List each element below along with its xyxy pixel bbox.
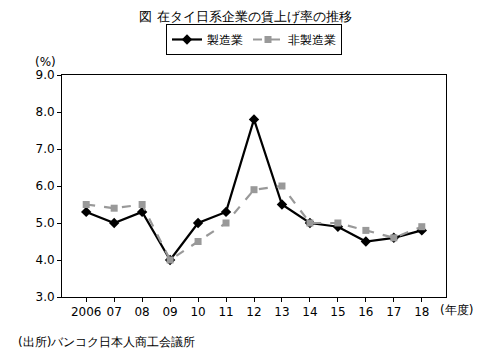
svg-text:17: 17 <box>386 305 401 319</box>
svg-text:13: 13 <box>274 305 289 319</box>
svg-text:08: 08 <box>134 305 149 319</box>
svg-text:図 在タイ日系企業の賃上げ率の推移: 図 在タイ日系企業の賃上げ率の推移 <box>139 9 351 24</box>
svg-text:4.0: 4.0 <box>36 253 55 267</box>
svg-text:非製造業: 非製造業 <box>288 33 336 47</box>
svg-text:3.0: 3.0 <box>36 290 55 304</box>
svg-text:12: 12 <box>246 305 261 319</box>
svg-text:10: 10 <box>190 305 205 319</box>
svg-text:18: 18 <box>414 305 429 319</box>
svg-text:製造業: 製造業 <box>207 33 243 47</box>
svg-text:(出所)バンコク日本人商工会議所: (出所)バンコク日本人商工会議所 <box>18 335 195 349</box>
svg-text:8.0: 8.0 <box>36 105 55 119</box>
svg-text:07: 07 <box>107 305 122 319</box>
svg-text:15: 15 <box>330 305 345 319</box>
svg-text:9.0: 9.0 <box>36 68 55 82</box>
svg-text:5.0: 5.0 <box>36 216 55 230</box>
svg-text:11: 11 <box>218 305 233 319</box>
svg-text:16: 16 <box>358 305 373 319</box>
svg-text:6.0: 6.0 <box>36 179 55 193</box>
svg-text:14: 14 <box>302 305 317 319</box>
svg-text:09: 09 <box>162 305 177 319</box>
svg-text:(%): (%) <box>35 55 56 69</box>
svg-text:7.0: 7.0 <box>36 142 55 156</box>
svg-text:2006: 2006 <box>71 305 102 319</box>
svg-text:(年度): (年度) <box>440 303 473 317</box>
